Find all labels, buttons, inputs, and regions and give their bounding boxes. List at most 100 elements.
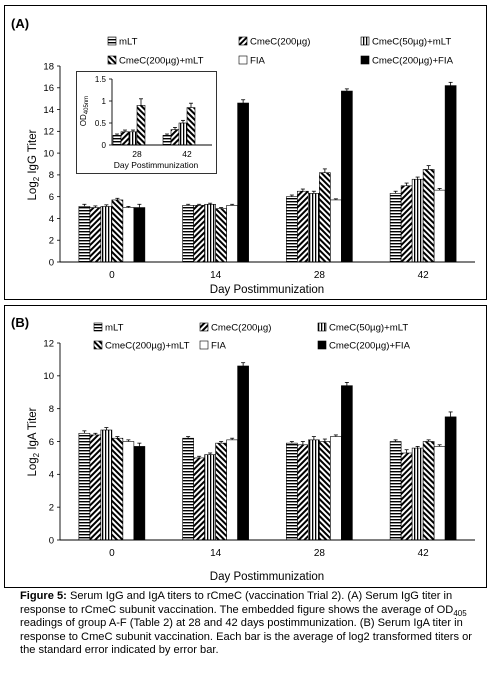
panel-b-legend-swatch bbox=[199, 322, 209, 332]
panel-b-bar bbox=[319, 441, 331, 541]
panel-b-legend-label: CmeC(200µg)+FIA bbox=[329, 341, 411, 352]
figure-caption: Figure 5: Serum IgG and IgA titers to rC… bbox=[20, 590, 475, 690]
panel-a-legend-swatch bbox=[360, 55, 370, 65]
panel-b-legend-label: CmeC(200µg)+mLT bbox=[105, 341, 190, 352]
panel-a-bar bbox=[193, 205, 205, 263]
panel-a-bar bbox=[400, 185, 413, 263]
panel-b-bar bbox=[422, 441, 435, 541]
panel-a-bar bbox=[89, 207, 102, 263]
caption-text-2: readings of group A-F (Table 2) at 28 an… bbox=[20, 617, 472, 657]
panel-b-ytick-label: 6 bbox=[49, 437, 54, 448]
panel-a-bar bbox=[422, 169, 435, 263]
panel-b-legend-label: FIA bbox=[211, 341, 227, 352]
inset-ytick-label: 1 bbox=[102, 97, 107, 106]
panel-b-ytick-label: 10 bbox=[43, 371, 54, 382]
panel-b-legend-swatch bbox=[93, 340, 103, 350]
panel-a-ylabel: Log2 IgG Titer bbox=[27, 129, 41, 200]
panel-a-bar bbox=[78, 206, 91, 263]
panel-b-legend-swatch bbox=[317, 340, 327, 350]
panel-b-category-label: 42 bbox=[418, 548, 430, 559]
inset-bar bbox=[136, 105, 146, 146]
panel-b-bar bbox=[111, 437, 124, 541]
panel-a-legend-swatch bbox=[238, 36, 248, 46]
panel-b-bar bbox=[215, 442, 227, 541]
panel-b-bar bbox=[182, 437, 194, 541]
panel-a-legend-swatch bbox=[360, 36, 370, 46]
inset-ytick-label: 0 bbox=[102, 141, 107, 150]
panel-b-bar bbox=[237, 365, 249, 541]
panel-a-bar bbox=[182, 205, 194, 263]
panel-b-bar bbox=[433, 446, 446, 541]
panel-b-category-label: 28 bbox=[314, 548, 326, 559]
panel-b-bar bbox=[78, 432, 91, 541]
panel-a-ytick-label: 0 bbox=[49, 257, 54, 268]
inset-category-label: 28 bbox=[132, 149, 142, 159]
panel-b-bar bbox=[389, 441, 402, 541]
inset-bar bbox=[128, 131, 138, 146]
panel-b-legend-swatch bbox=[93, 322, 103, 332]
panel-a-bar bbox=[308, 193, 320, 263]
panel-b-frame bbox=[4, 305, 487, 588]
panel-a-ytick-label: 6 bbox=[49, 192, 54, 203]
panel-b-legend-label: CmeC(200µg) bbox=[211, 323, 271, 334]
caption-subscript: 405 bbox=[453, 608, 467, 618]
panel-a-ytick-label: 16 bbox=[43, 83, 54, 94]
inset-bar bbox=[170, 129, 180, 146]
panel-b-legend-label: CmeC(50µg)+mLT bbox=[329, 323, 408, 334]
panel-b-bar bbox=[411, 447, 424, 541]
panel-b-ytick-label: 12 bbox=[43, 338, 54, 349]
panel-a-category-label: 42 bbox=[418, 270, 430, 281]
inset-bar bbox=[120, 131, 130, 146]
panel-a-bar bbox=[433, 189, 446, 263]
panel-b-legend-swatch bbox=[317, 322, 327, 332]
panel-b-bar bbox=[286, 442, 298, 541]
panel-a-legend-label: CmeC(200µg)+FIA bbox=[372, 56, 454, 67]
panel-b-ytick-label: 8 bbox=[49, 404, 54, 415]
panel-a-bar bbox=[297, 190, 309, 263]
panel-a-legend-swatch bbox=[107, 55, 117, 65]
panel-a-ytick-label: 8 bbox=[49, 170, 54, 181]
panel-a-bar bbox=[204, 203, 216, 263]
inset-ytick-label: 0.5 bbox=[95, 119, 107, 128]
panel-b-bar bbox=[308, 439, 320, 541]
panel-a-bar bbox=[286, 196, 298, 263]
panel-b-legend-label: mLT bbox=[105, 323, 124, 334]
panel-a-bar bbox=[133, 207, 146, 263]
inset-category-label: 42 bbox=[182, 149, 192, 159]
panel-b-bar bbox=[400, 452, 413, 541]
panel-b-category-label: 0 bbox=[109, 548, 115, 559]
inset-ytick-label: 1.5 bbox=[95, 75, 107, 84]
panel-a-ytick-label: 14 bbox=[43, 105, 54, 116]
caption-label: Figure 5: bbox=[20, 590, 67, 602]
figure-canvas: (A) mLT CmeC(200µg) CmeC(50µg)+mLT CmeC(200µ… bbox=[4, 5, 487, 588]
panel-a-bar bbox=[111, 199, 124, 263]
inset-bar bbox=[162, 135, 172, 146]
panel-a-category-label: 28 bbox=[314, 270, 326, 281]
panel-a-bar bbox=[444, 85, 457, 263]
panel-b-ylabel: Log2 IgA Titer bbox=[27, 407, 41, 476]
panel-a-bar bbox=[411, 178, 424, 263]
panel-a-legend-label: CmeC(50µg)+mLT bbox=[372, 37, 451, 48]
panel-a-bar bbox=[215, 208, 227, 263]
panel-a-bar bbox=[319, 172, 331, 263]
panel-a-ytick-label: 4 bbox=[49, 214, 54, 225]
panel-b-bar bbox=[122, 441, 135, 541]
panel-b-bar bbox=[133, 446, 146, 541]
panel-a-frame bbox=[4, 5, 487, 300]
panel-b-ytick-label: 0 bbox=[49, 535, 54, 546]
panel-a-bar bbox=[100, 206, 113, 263]
panel-b-bar bbox=[89, 434, 102, 541]
panel-b-bar bbox=[297, 444, 309, 541]
panel-a-category-label: 0 bbox=[109, 270, 115, 281]
panel-a-legend-swatch bbox=[238, 55, 248, 65]
panel-b-ytick-label: 2 bbox=[49, 502, 54, 513]
inset-bar bbox=[186, 107, 196, 146]
panel-b-label: (B) bbox=[11, 315, 29, 330]
panel-b-ytick-label: 4 bbox=[49, 470, 54, 481]
panel-a-ytick-label: 12 bbox=[43, 127, 54, 138]
panel-a-bar bbox=[341, 90, 353, 263]
panel-a-ytick-label: 18 bbox=[43, 61, 54, 72]
panel-b-bar bbox=[330, 436, 342, 541]
panel-a-bar bbox=[226, 205, 238, 263]
